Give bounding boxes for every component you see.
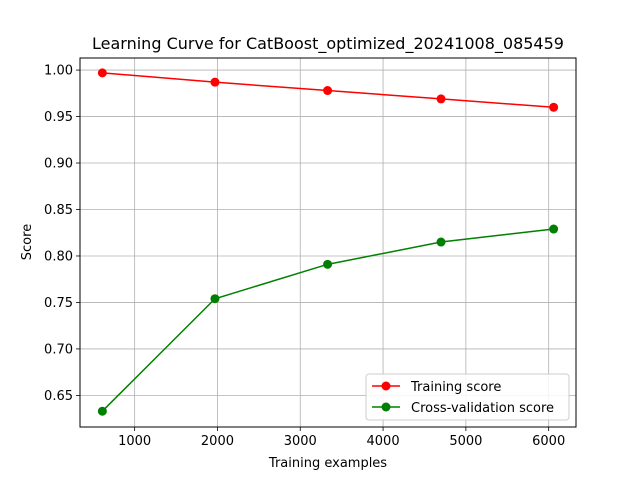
data-point [323, 259, 333, 269]
legend-label: Cross-validation score [411, 401, 554, 416]
data-point [97, 406, 107, 416]
data-point [549, 102, 559, 112]
plot-frame [79, 57, 577, 428]
data-point [210, 294, 220, 304]
legend-swatch-marker [381, 402, 391, 412]
y-tick-label: 0.80 [44, 249, 73, 264]
data-point [97, 68, 107, 78]
x-tick-label: 3000 [284, 434, 317, 449]
y-tick-label: 0.70 [44, 342, 73, 357]
x-axis-label: Training examples [268, 456, 387, 471]
y-tick-label: 0.65 [44, 389, 73, 404]
y-tick-label: 0.85 [44, 203, 73, 218]
data-point [549, 224, 559, 234]
legend-swatch-marker [381, 381, 391, 391]
chart-title: Learning Curve for CatBoost_optimized_20… [92, 34, 564, 54]
y-axis: 0.65 0.70 0.75 0.80 0.85 0.90 0.95 1.00 [44, 64, 80, 404]
y-tick-label: 0.95 [44, 110, 73, 125]
series-layer [97, 68, 559, 416]
data-point [436, 94, 446, 104]
y-tick-label: 0.90 [44, 157, 73, 172]
y-tick-label: 1.00 [44, 64, 73, 79]
grid-lines [80, 58, 576, 427]
legend: Training score Cross-validation score [365, 373, 570, 421]
data-point [323, 86, 333, 96]
data-point [210, 77, 220, 87]
x-tick-label: 1000 [118, 434, 151, 449]
x-tick-label: 4000 [367, 434, 400, 449]
y-axis-label: Score [20, 224, 35, 260]
legend-label: Training score [410, 380, 501, 395]
y-tick-label: 0.75 [44, 296, 73, 311]
x-tick-label: 5000 [449, 434, 482, 449]
x-axis: 1000 2000 3000 4000 5000 6000 [118, 427, 565, 449]
x-tick-label: 2000 [201, 434, 234, 449]
x-tick-label: 6000 [532, 434, 565, 449]
legend-box [365, 373, 570, 421]
data-point [436, 237, 446, 247]
